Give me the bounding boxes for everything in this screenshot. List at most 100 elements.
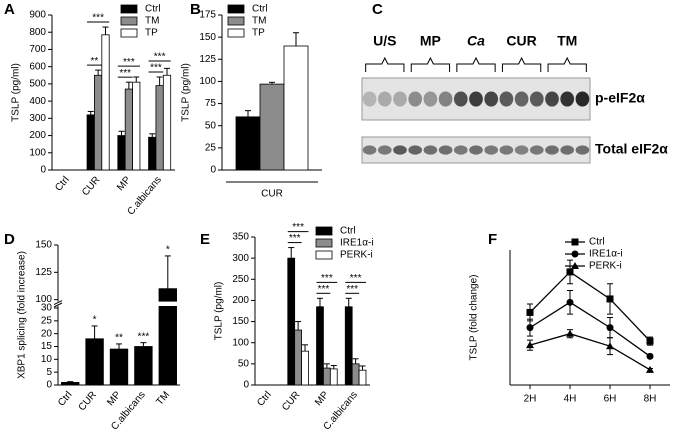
blot-band bbox=[560, 145, 575, 155]
blot-band bbox=[423, 91, 438, 107]
bar bbox=[109, 348, 129, 386]
y-tick-label: 175 bbox=[199, 10, 216, 21]
bar bbox=[158, 288, 177, 386]
blot-band bbox=[377, 91, 392, 107]
lane-brace bbox=[547, 56, 587, 72]
bracket-label: *** bbox=[346, 284, 358, 295]
blot-band bbox=[514, 145, 529, 155]
legend-label: Ctrl bbox=[589, 237, 605, 248]
marker bbox=[646, 337, 654, 345]
blot-band bbox=[514, 91, 529, 107]
y-tick-label: 100 bbox=[35, 294, 52, 305]
bar bbox=[134, 346, 153, 386]
marker bbox=[606, 342, 614, 350]
bar bbox=[86, 114, 95, 171]
blot-band bbox=[438, 145, 453, 155]
marker bbox=[606, 324, 614, 332]
legend-swatch bbox=[227, 28, 245, 38]
blot-band bbox=[545, 145, 559, 155]
legend-label: TM bbox=[252, 16, 266, 27]
blot-band bbox=[377, 145, 392, 155]
legend-swatch bbox=[120, 4, 138, 14]
legend-swatch bbox=[315, 250, 333, 260]
blot-band bbox=[469, 91, 483, 107]
line bbox=[529, 271, 651, 342]
lane-brace bbox=[410, 56, 451, 72]
bar bbox=[351, 363, 360, 386]
blot-band bbox=[484, 91, 499, 107]
legend-label: IRE1α-i bbox=[340, 238, 374, 249]
blot-band bbox=[560, 91, 575, 107]
y-tick-label: 900 bbox=[29, 10, 46, 21]
legend-label: TP bbox=[145, 28, 158, 39]
y-tick-label: 125 bbox=[35, 267, 52, 278]
blot-band bbox=[393, 91, 407, 107]
bar bbox=[283, 45, 309, 171]
blot-band bbox=[529, 91, 544, 107]
y-tick-label: 200 bbox=[29, 130, 46, 141]
bar bbox=[316, 306, 324, 386]
bracket-label: *** bbox=[123, 57, 135, 68]
y-tick-label: 25 bbox=[205, 142, 217, 153]
marker bbox=[566, 329, 574, 337]
x-tick-label: TM bbox=[154, 390, 172, 408]
blot-band bbox=[499, 91, 514, 107]
y-tick-label: 700 bbox=[29, 44, 46, 55]
bracket-label: *** bbox=[350, 273, 362, 284]
break-mark bbox=[53, 300, 63, 306]
bracket-label: *** bbox=[150, 63, 162, 74]
y-axis-label: TSLP (fold change) bbox=[469, 275, 480, 361]
legend-swatch bbox=[315, 238, 333, 248]
lane-label: Ca bbox=[467, 33, 485, 49]
y-tick-label: 30 bbox=[41, 303, 53, 314]
lane-brace bbox=[501, 56, 542, 72]
x-tick-label: MP bbox=[115, 174, 133, 193]
bar bbox=[101, 34, 110, 171]
x-tick-label: Ctrl bbox=[255, 390, 273, 409]
value-annotation: * bbox=[166, 245, 170, 256]
y-tick-label: 50 bbox=[238, 358, 250, 369]
y-tick-label: 300 bbox=[29, 113, 46, 124]
line bbox=[529, 301, 651, 357]
y-tick-label: 150 bbox=[232, 316, 249, 327]
bracket-label: *** bbox=[321, 273, 333, 284]
blot-band bbox=[545, 91, 559, 107]
x-tick-label: CUR bbox=[261, 189, 283, 200]
x-tick-label: 8H bbox=[644, 394, 657, 405]
lane-label: CUR bbox=[506, 33, 536, 49]
marker bbox=[526, 308, 534, 316]
lane-label: TM bbox=[557, 33, 577, 49]
blot-band bbox=[484, 145, 499, 155]
y-axis-label: TSLP (pg/ml) bbox=[11, 63, 22, 122]
bar bbox=[132, 81, 141, 171]
value-annotation: ** bbox=[115, 333, 123, 344]
blot-band bbox=[362, 91, 377, 107]
bar bbox=[148, 136, 157, 171]
y-tick-label: 350 bbox=[232, 232, 249, 243]
line bbox=[529, 333, 651, 371]
y-axis-label: XBP1 splicing (fold increase) bbox=[17, 251, 28, 379]
bar bbox=[294, 329, 302, 386]
bar bbox=[117, 135, 126, 171]
axis-break bbox=[52, 301, 180, 306]
y-tick-label: 600 bbox=[29, 61, 46, 72]
bar bbox=[235, 116, 261, 171]
blot-band bbox=[469, 145, 483, 155]
y-tick-label: 300 bbox=[232, 253, 249, 264]
band-label: Total eIF2α bbox=[595, 141, 668, 157]
legend-label: PERK-i bbox=[589, 261, 622, 272]
marker bbox=[606, 295, 614, 303]
blot-band bbox=[499, 145, 514, 155]
marker bbox=[566, 268, 574, 276]
y-tick-label: 75 bbox=[205, 98, 217, 109]
legend-label: TM bbox=[145, 16, 159, 27]
legend-label: Ctrl bbox=[145, 4, 161, 15]
bar bbox=[61, 382, 80, 386]
blot-band bbox=[575, 145, 590, 155]
marker bbox=[646, 365, 654, 373]
blot-band bbox=[423, 145, 438, 155]
legend-swatch bbox=[227, 16, 245, 26]
blot-band bbox=[408, 91, 423, 107]
panel-label: A bbox=[4, 1, 15, 18]
marker bbox=[526, 341, 534, 349]
